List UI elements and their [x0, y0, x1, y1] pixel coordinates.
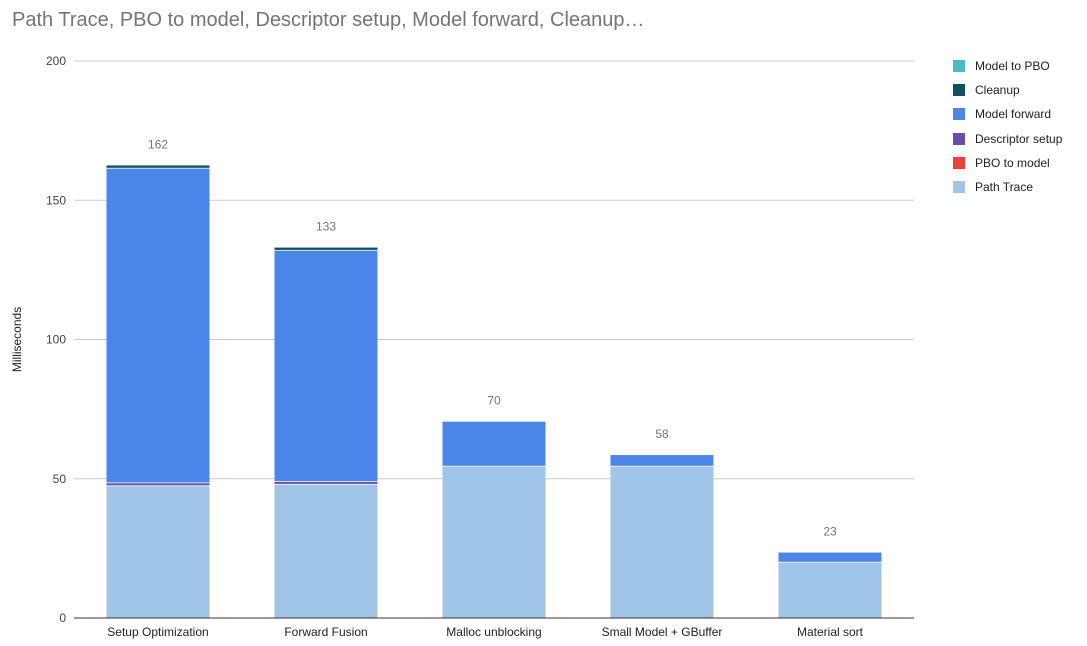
bar-total-label: 23	[823, 525, 837, 539]
bar-total-label: 58	[655, 427, 669, 441]
legend-label: Model to PBO	[975, 59, 1050, 74]
legend-item: Cleanup	[953, 78, 1062, 102]
bar-segment	[274, 484, 378, 618]
x-tick-label: Material sort	[797, 625, 864, 639]
legend-label: Model forward	[975, 107, 1052, 122]
bar-total-label: 133	[316, 220, 336, 234]
legend-label: Path Trace	[975, 180, 1034, 195]
bar-segment	[106, 482, 210, 486]
x-tick-label: Small Model + GBuffer	[602, 625, 723, 639]
chart-legend: Model to PBO Cleanup Model forward Descript…	[953, 54, 1062, 199]
y-tick-label: 150	[46, 193, 66, 207]
bar-total-label: 162	[148, 137, 168, 151]
bar-segment	[274, 250, 378, 482]
legend-swatch	[953, 132, 965, 145]
legend-item: Model to PBO	[953, 54, 1062, 78]
legend-swatch	[953, 84, 965, 97]
legend-label: Cleanup	[975, 83, 1020, 98]
x-tick-label: Malloc unblocking	[446, 625, 541, 639]
legend-label: Descriptor setup	[975, 131, 1063, 146]
bar-segment	[106, 485, 210, 618]
y-tick-label: 100	[46, 333, 66, 347]
bar-segment	[778, 562, 882, 618]
legend-label: PBO to model	[975, 155, 1050, 170]
x-tick-label: Setup Optimization	[107, 625, 208, 639]
legend-swatch	[953, 156, 965, 169]
x-tick-label: Forward Fusion	[284, 625, 367, 639]
y-tick-label: 50	[53, 472, 67, 486]
bar-segment	[106, 168, 210, 483]
bar-segment	[778, 552, 882, 563]
bar-total-label: 70	[487, 394, 501, 408]
chart-title: Path Trace, PBO to model, Descriptor set…	[12, 9, 645, 31]
legend-swatch	[953, 108, 965, 121]
legend-item: Descriptor setup	[953, 127, 1062, 151]
bar-segment	[610, 455, 714, 467]
legend-item: Path Trace	[953, 175, 1062, 199]
bar-segment	[274, 247, 378, 251]
bar-segment	[610, 466, 714, 618]
bar-segment	[106, 165, 210, 169]
bar-segment	[274, 481, 378, 485]
legend-item: PBO to model	[953, 151, 1062, 175]
bar-segment	[442, 466, 546, 618]
y-axis-title: Milliseconds	[10, 307, 24, 372]
legend-item: Model forward	[953, 102, 1062, 126]
y-tick-label: 0	[59, 611, 66, 625]
legend-swatch	[953, 60, 965, 73]
bar-segment	[442, 421, 546, 467]
legend-swatch	[953, 181, 965, 194]
y-tick-label: 200	[46, 54, 66, 68]
